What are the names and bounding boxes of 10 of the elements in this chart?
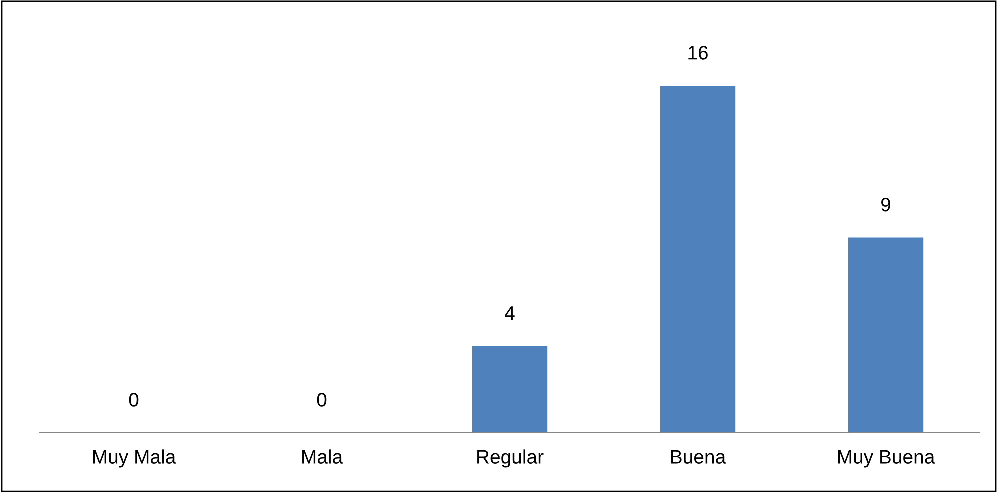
x-tick-label: Mala (302, 450, 344, 464)
x-tick-label: Regular (478, 450, 544, 468)
x-tick-label: Muy Buena (838, 450, 936, 468)
data-label: 16 (688, 46, 708, 60)
x-tick-label: Muy Mala (93, 450, 176, 468)
data-label: 4 (505, 306, 515, 320)
data-label: 0 (317, 393, 327, 407)
data-label: 0 (129, 393, 139, 407)
x-tick-label: Buena (671, 450, 726, 464)
data-label: 9 (882, 198, 890, 212)
